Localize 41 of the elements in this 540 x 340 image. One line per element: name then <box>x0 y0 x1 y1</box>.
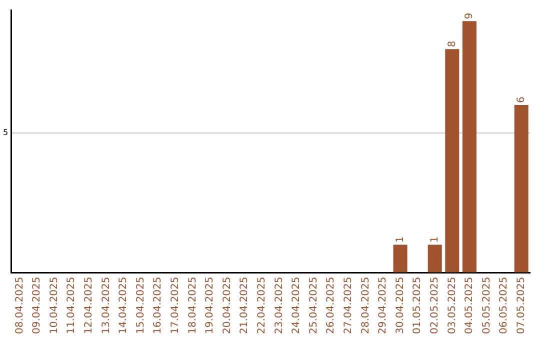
x-tick-label: 10.04.2025 <box>48 276 60 334</box>
x-tick-label: 03.05.2025 <box>446 276 458 334</box>
x-tick-label: 04.05.2025 <box>464 276 476 334</box>
x-tick-label: 27.04.2025 <box>342 276 354 334</box>
x-tick-label: 07.05.2025 <box>516 276 527 334</box>
x-tick-label: 26.04.2025 <box>326 276 337 334</box>
bar <box>445 49 460 272</box>
x-tick-label: 30.04.2025 <box>394 276 406 334</box>
x-tick-label: 16.04.2025 <box>152 276 164 334</box>
x-tick-label: 15.04.2025 <box>135 276 146 334</box>
data-label: 1 <box>429 236 440 243</box>
data-label: 9 <box>464 12 476 20</box>
y-tick-label: 5 <box>2 128 8 138</box>
bar <box>428 244 442 272</box>
data-label: 1 <box>394 236 406 243</box>
x-tick-label: 25.04.2025 <box>308 276 320 334</box>
x-tick-label: 20.04.2025 <box>222 276 233 334</box>
x-tick-label: 01.05.2025 <box>412 276 424 334</box>
bar <box>514 105 528 272</box>
x-tick-label: 28.04.2025 <box>360 276 372 334</box>
bar <box>393 244 408 272</box>
x-tick-label: 19.04.2025 <box>204 276 216 334</box>
data-label: 6 <box>516 96 527 104</box>
x-tick-label: 23.04.2025 <box>274 276 285 334</box>
x-tick-label: 22.04.2025 <box>256 276 268 334</box>
x-tick-label: 29.04.2025 <box>378 276 389 334</box>
x-tick-label: 12.04.2025 <box>84 276 95 334</box>
x-tick-label: 05.05.2025 <box>481 276 492 334</box>
x-tick-label: 21.04.2025 <box>239 276 250 334</box>
x-tick-label: 06.05.2025 <box>498 276 510 334</box>
x-tick-label: 09.04.2025 <box>32 276 43 334</box>
x-tick-label: 18.04.2025 <box>187 276 198 334</box>
x-tick-label: 17.04.2025 <box>170 276 182 334</box>
x-tick-label: 24.04.2025 <box>291 276 302 334</box>
data-label: 8 <box>446 40 458 48</box>
x-tick-label: 11.04.2025 <box>66 276 78 334</box>
bar <box>462 21 476 272</box>
x-tick-label: 14.04.2025 <box>118 276 130 334</box>
x-tick-label: 13.04.2025 <box>100 276 112 334</box>
x-tick-label: 02.05.2025 <box>429 276 440 334</box>
x-tick-label: 08.04.2025 <box>14 276 26 334</box>
